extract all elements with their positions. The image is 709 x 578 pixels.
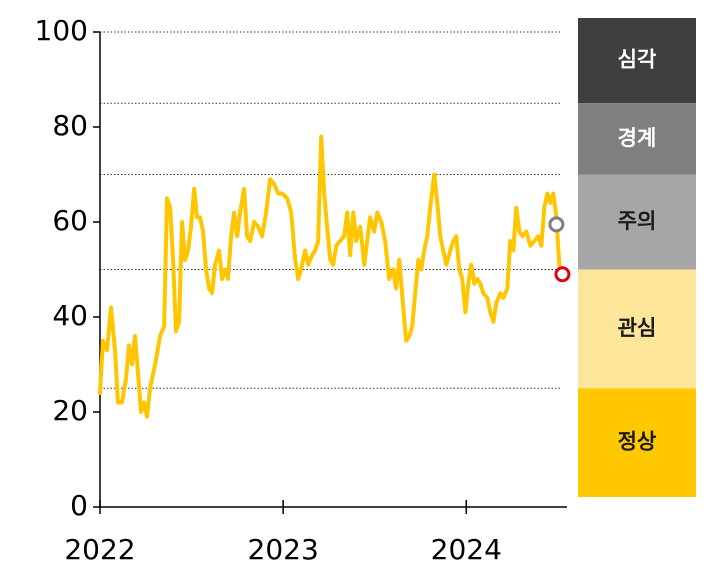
zone-label: 경계 [618,126,657,150]
y-tick-label: 80 [52,109,88,142]
zone-band [578,18,696,104]
x-tick-label: 2023 [248,533,319,566]
line-series [98,134,565,419]
zone-label: 관심 [618,316,657,340]
zone-label: 심각 [618,48,657,72]
y-tick-label: 100 [35,14,88,47]
zone-band [578,269,696,389]
marker [548,216,565,233]
y-tick-label: 40 [52,299,88,332]
zone-label: 정상 [618,430,657,454]
x-tick-label: 2022 [64,533,135,566]
marker [554,266,571,283]
y-tick-label: 20 [52,394,88,427]
x-tick-label: 2024 [431,533,502,566]
zone-band [578,174,696,270]
zone-band [578,103,696,175]
zone-band [578,388,696,497]
y-tick-label: 0 [70,489,88,522]
zone-label: 주의 [618,209,657,233]
y-tick-label: 60 [52,204,88,237]
